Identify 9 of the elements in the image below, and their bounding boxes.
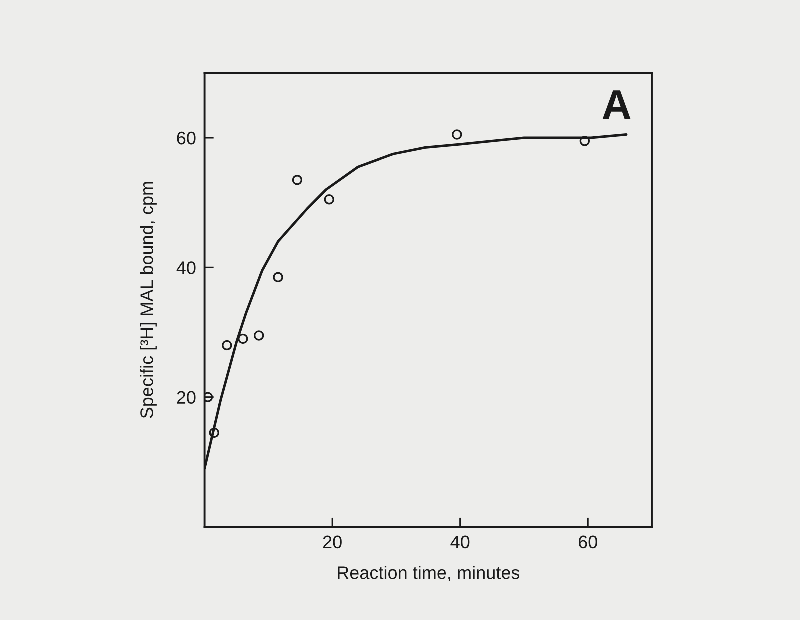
y-tick-label: 40 — [176, 262, 196, 274]
y-axis-title: Specific [³H] MAL bound, cpm — [140, 182, 157, 418]
x-tick-label: 20 — [323, 536, 342, 549]
y-tick-label: 60 — [177, 132, 196, 145]
x-tick-label: 40 — [450, 536, 470, 549]
annotation: A — [602, 90, 631, 120]
x-tick-label: 60 — [578, 536, 598, 549]
x-axis-title: Reaction time, minutes — [338, 566, 520, 582]
y-tick-label: 20 — [177, 391, 196, 404]
